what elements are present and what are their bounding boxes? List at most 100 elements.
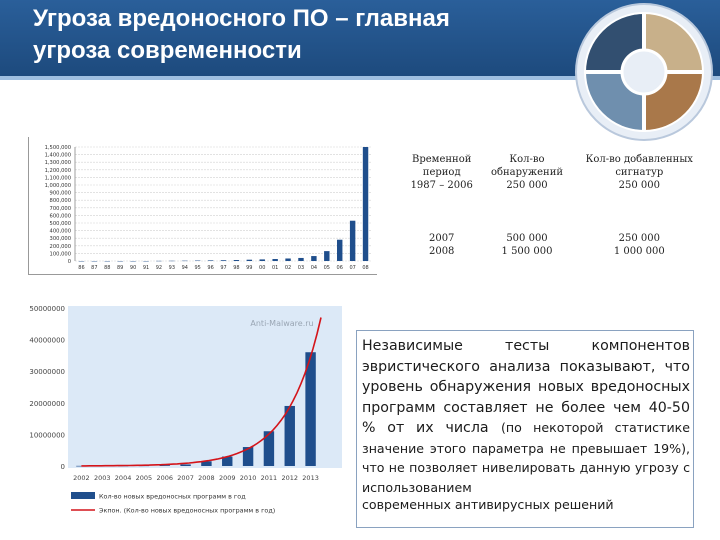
x-tick-label: 90 — [130, 265, 136, 271]
y-tick-label: 1,100,000 — [45, 175, 71, 181]
y-tick-label: 200,000 — [50, 244, 71, 250]
y-tick-label: 300,000 — [50, 236, 71, 242]
x-tick-label: 2013 — [302, 474, 319, 482]
cell-text: сигнатур — [615, 167, 664, 178]
x-tick-label: 01 — [272, 265, 278, 271]
chart-yearly-malware-bars: 1,500,000 1,400,000 1,300,000 1,200,000 1,10… — [28, 137, 377, 275]
x-tick-label: 2004 — [115, 474, 132, 482]
x-tick-label: 97 — [220, 265, 226, 271]
bar — [337, 239, 343, 261]
col-header-detections: Кол-во обнаружений 250 000 — [481, 153, 572, 232]
x-tick-label: 08 — [362, 265, 368, 271]
trend-line — [81, 317, 322, 467]
y-tick-label: 0 — [61, 463, 65, 471]
x-tick-label: 92 — [156, 265, 162, 271]
cell-text: период — [422, 167, 461, 178]
y-tick-label: 1,400,000 — [45, 153, 71, 159]
cell-text: 1 500 000 — [501, 246, 553, 257]
detections-table: Временной период 1987 – 2006 Кол-во обна… — [402, 153, 706, 266]
bar — [242, 447, 254, 466]
x-tick-label: 86 — [78, 265, 84, 271]
plot-area — [68, 306, 342, 468]
x-tick-label: 98 — [233, 265, 239, 271]
x-tick-label: 2010 — [240, 474, 257, 482]
x-tick-label: 00 — [259, 265, 265, 271]
cell-text: обнаружений — [490, 167, 564, 178]
x-tick-label: 2007 — [177, 474, 194, 482]
x-tick-label: 95 — [194, 265, 200, 271]
circular-photo-collage-logo-icon — [575, 3, 713, 141]
bar — [233, 260, 240, 261]
x-tick-label: 2006 — [156, 474, 173, 482]
x-tick-label: 91 — [143, 265, 149, 271]
col-header-signatures: Кол-во добавленных сигнатур 250 000 — [573, 153, 706, 232]
bar — [222, 456, 233, 466]
x-tick-label: 2002 — [73, 474, 90, 482]
bar — [285, 258, 291, 261]
chart-malware-growth: 50000000 40000000 30000000 20000000 10000000… — [26, 296, 346, 526]
title-line-2: угроза современности — [33, 37, 302, 64]
cell-text: 250 000 — [618, 233, 660, 244]
x-tick-label: 2011 — [261, 474, 278, 482]
title-line-1: Угроза вредоносного ПО – главная — [33, 5, 450, 32]
bar — [180, 464, 191, 466]
bar — [298, 257, 304, 261]
cell-text: Временной — [412, 154, 472, 165]
col-header-period: Временной период 1987 – 2006 — [402, 153, 481, 232]
y-tick-label: 1,500,000 — [45, 145, 71, 151]
legend-label: Кол-во новых вредоносных программ в год — [99, 493, 246, 501]
x-tick-label: 05 — [324, 265, 330, 271]
table-row: 2007 2008 500 000 1 500 000 250 000 1 00… — [402, 231, 706, 266]
y-tick-label: 30000000 — [29, 368, 65, 376]
body-text-continuation: (по некоторой статистике значение этого … — [362, 420, 690, 495]
y-tick-label: 1,300,000 — [45, 160, 71, 166]
bar — [159, 465, 170, 466]
bar — [324, 251, 330, 261]
y-tick-label: 10000000 — [29, 431, 65, 439]
x-tick-label: 04 — [311, 265, 317, 271]
body-text-last-line: современных антивирусных решений — [362, 497, 614, 513]
x-tick-label: 2009 — [219, 474, 236, 482]
x-tick-label: 94 — [182, 265, 188, 271]
cell-text: 1 000 000 — [613, 246, 665, 257]
y-tick-label: 800,000 — [50, 198, 71, 204]
bar — [220, 260, 227, 261]
y-tick-label: 0 — [68, 259, 71, 265]
chart-2-plot: 50000000 40000000 30000000 20000000 10000000… — [29, 305, 342, 515]
bar — [305, 352, 316, 466]
y-tick-label: 20000000 — [29, 400, 65, 408]
legend-swatch — [71, 492, 95, 499]
y-tick-label: 40000000 — [29, 337, 65, 345]
y-tick-label: 700,000 — [50, 206, 71, 212]
text-box — [356, 330, 694, 528]
y-tick-label: 400,000 — [50, 229, 71, 235]
x-tick-label: 03 — [298, 265, 304, 271]
y-tick-label: 500,000 — [50, 221, 71, 227]
y-tick-label: 100,000 — [50, 251, 71, 257]
watermark: Anti-Malware.ru — [250, 319, 313, 328]
bar — [246, 259, 253, 261]
x-tick-label: 2008 — [198, 474, 215, 482]
cell-text: Кол-во добавленных — [585, 154, 693, 165]
x-tick-label: 93 — [169, 265, 175, 271]
x-tick-label: 96 — [207, 265, 213, 271]
x-tick-label: 02 — [285, 265, 291, 271]
x-tick-label: 99 — [246, 265, 252, 271]
bar — [263, 431, 275, 466]
x-tick-label: 06 — [337, 265, 343, 271]
bar — [349, 220, 356, 261]
y-tick-label: 600,000 — [50, 213, 71, 219]
cell-text: 2007 — [428, 233, 455, 244]
bar — [201, 461, 212, 466]
cell-signatures: 250 000 1 000 000 — [572, 231, 706, 266]
cell-period: 2007 2008 — [402, 231, 482, 266]
x-tick-label: 88 — [104, 265, 110, 271]
cell-text: Кол-во — [509, 154, 545, 165]
cell-text: 250 000 — [618, 180, 660, 191]
title-underline — [0, 76, 720, 80]
x-tick-label: 87 — [91, 265, 97, 271]
y-tick-label: 50000000 — [29, 305, 65, 313]
x-tick-label: 2005 — [136, 474, 153, 482]
cell-text: 250 000 — [506, 180, 548, 191]
